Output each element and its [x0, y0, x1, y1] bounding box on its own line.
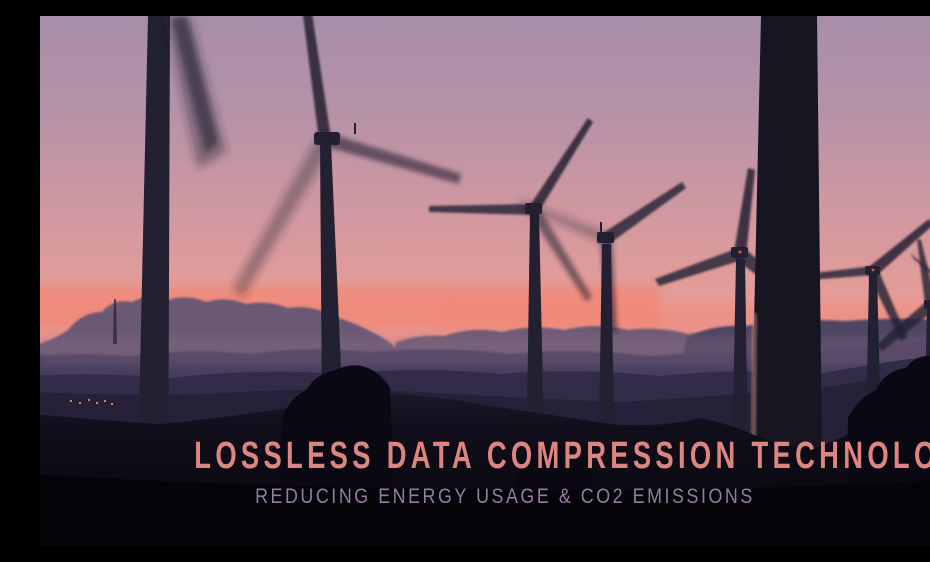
wind-turbine-center [429, 118, 593, 478]
subtitle-line: REDUCING ENERGY USAGE & CO2 EMISSIONS [40, 485, 930, 509]
tower-body [751, 16, 822, 454]
turbine-blade-blur [172, 16, 218, 152]
turbine-beacon-light [871, 268, 875, 272]
wind-turbine-left [136, 16, 226, 546]
turbine-blade [910, 253, 930, 274]
bottom-shadow [40, 474, 930, 546]
turbine-blade [917, 239, 930, 305]
turbine-blade [655, 248, 742, 286]
hero-banner: LOSSLESS DATA COMPRESSION TECHNOLOGY RED… [40, 16, 930, 546]
turbine-blade [868, 269, 907, 341]
turbine-blade-blur [529, 206, 592, 301]
turbine-blade [603, 182, 686, 244]
turbine-blade [876, 301, 930, 351]
turbine-blade-blur [520, 200, 608, 244]
turbine-blade [734, 168, 755, 256]
turbine-antenna [600, 222, 602, 232]
turbine-antenna [354, 123, 356, 134]
turbine-blade-blur [324, 133, 461, 184]
turbine-blade [870, 219, 930, 276]
caption-overlay: LOSSLESS DATA COMPRESSION TECHNOLOGY RED… [40, 436, 930, 509]
title-line: LOSSLESS DATA COMPRESSION TECHNOLOGY [40, 436, 930, 476]
wind-turbine-right-edge [910, 253, 930, 274]
turbine-blade-blur [600, 238, 617, 333]
turbine-tower-large [751, 16, 822, 454]
sunset-windfarm-illustration [40, 16, 930, 546]
turbine-beacon-light [738, 250, 742, 254]
turbine-blade [429, 204, 534, 215]
turbine-tower [732, 259, 748, 461]
tower-rim-light [751, 312, 757, 453]
turbine-blade [529, 118, 593, 213]
hero-subtitle: REDUCING ENERGY USAGE & CO2 EMISSIONS [255, 485, 755, 508]
turbine-blade-blur [233, 135, 331, 297]
hero-title: LOSSLESS DATA COMPRESSION TECHNOLOGY [194, 435, 930, 477]
turbine-blade [303, 16, 331, 140]
distant-turbine-mast [113, 299, 117, 344]
turbine-tower [136, 16, 170, 546]
